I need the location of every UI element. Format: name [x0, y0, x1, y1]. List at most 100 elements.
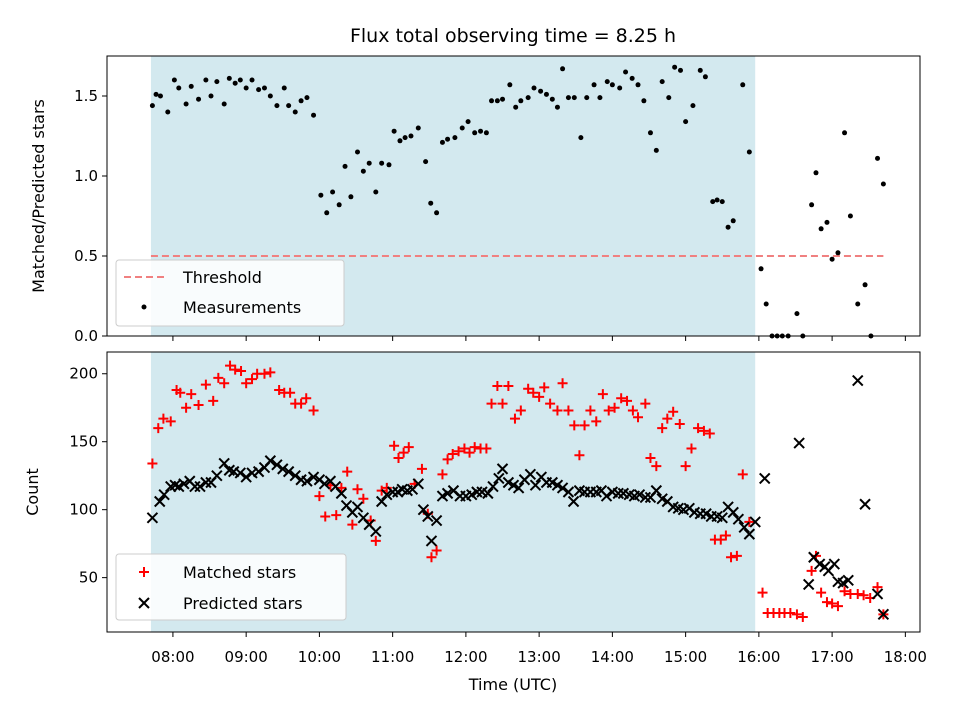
measurement-point: [818, 226, 824, 232]
x-tick-label: 16:00: [737, 648, 780, 666]
predicted-star-marker: [335, 487, 348, 500]
matched-star-marker: [389, 440, 400, 451]
bottom-panel: 08:00 09:00 10:00 11:00 12:00 13:00 14:00 15:00…: [23, 351, 927, 694]
matched-star-marker: [437, 469, 448, 480]
measurement-point: [348, 194, 354, 200]
matched-star-marker: [431, 545, 442, 556]
measurement-point: [513, 104, 519, 110]
predicted-star-marker: [852, 374, 864, 387]
measurement-point: [391, 128, 397, 134]
predicted-star-marker: [727, 506, 739, 519]
measurement-point: [415, 125, 421, 131]
matched-star-marker: [393, 453, 404, 464]
predicted-star-marker: [318, 478, 331, 490]
predicted-star-marker: [743, 528, 756, 540]
measurement-point: [597, 95, 603, 101]
legend-matched-label: Matched stars: [183, 563, 296, 582]
predicted-star-marker: [639, 491, 652, 504]
predicted-star-marker: [200, 476, 212, 489]
matched-star-marker: [447, 448, 458, 459]
predicted-star-marker: [828, 558, 841, 570]
matched-star-marker: [552, 405, 563, 416]
measurement-point: [571, 95, 577, 101]
measurement-point: [609, 82, 615, 88]
matched-star-marker: [534, 391, 545, 402]
measurement-point: [459, 125, 465, 131]
matched-star-marker: [651, 461, 662, 472]
measurement-point: [157, 93, 163, 99]
legend-measurements-swatch: [141, 304, 147, 310]
matched-star-marker: [523, 383, 534, 394]
matched-star-marker: [858, 590, 869, 601]
matched-star-marker: [731, 550, 742, 561]
predicted-star-marker: [562, 486, 575, 498]
bottom-ylabel: Count: [23, 468, 42, 516]
matched-star-marker: [497, 398, 508, 409]
matched-star-marker: [301, 393, 312, 404]
matched-star-marker: [574, 450, 585, 461]
x-axis-label: Time (UTC): [468, 675, 557, 694]
matched-star-marker: [503, 380, 514, 391]
legend-matched-swatch: [139, 567, 149, 577]
predicted-star-marker: [307, 471, 320, 483]
predicted-star-marker: [412, 478, 424, 490]
measurement-point: [386, 162, 392, 168]
predicted-star-marker: [169, 479, 181, 491]
matched-star-marker: [806, 565, 817, 576]
predicted-star-marker: [264, 455, 277, 467]
matched-star-marker: [416, 463, 427, 474]
matched-star-marker: [259, 368, 270, 379]
matched-star-marker: [640, 398, 651, 409]
matched-star-marker: [265, 367, 276, 378]
predicted-star-marker: [417, 503, 430, 516]
measurement-point: [232, 80, 238, 86]
measurement-point: [500, 96, 506, 102]
matched-star-marker: [153, 423, 164, 434]
matched-star-marker: [726, 552, 737, 563]
predicted-star-marker: [524, 468, 537, 481]
measurement-point: [758, 266, 764, 272]
matched-star-marker: [627, 405, 638, 416]
matched-star-marker: [680, 461, 691, 472]
matched-star-marker: [686, 443, 697, 454]
predicted-star-marker: [749, 516, 761, 528]
predicted-star-marker: [430, 514, 443, 527]
bottom-y-tick-label: 200: [69, 365, 98, 383]
predicted-star-marker: [842, 574, 854, 587]
measurement-point: [549, 96, 555, 102]
measurement-point: [281, 85, 287, 91]
measurement-point: [824, 219, 830, 225]
measurement-point: [538, 88, 544, 94]
matched-star-marker: [358, 493, 369, 504]
predicted-star-marker: [482, 487, 494, 500]
x-tick-label: 09:00: [225, 648, 268, 666]
matched-star-marker: [509, 413, 520, 424]
measurement-point: [507, 82, 513, 88]
top-y-tick-label: 0.5: [74, 247, 98, 265]
predicted-star-marker: [158, 489, 170, 501]
measurement-point: [428, 200, 434, 206]
measurement-point: [324, 210, 330, 216]
matched-star-marker: [352, 484, 363, 495]
measurement-point: [740, 82, 746, 88]
matched-star-marker: [158, 413, 169, 424]
matched-star-marker: [165, 416, 176, 427]
matched-star-marker: [872, 582, 883, 593]
measurement-point: [763, 301, 769, 307]
predicted-star-marker: [234, 467, 247, 479]
measurement-point: [304, 95, 310, 101]
predicted-star-marker: [487, 480, 499, 493]
predicted-star-marker: [612, 487, 624, 500]
x-tick-label: 17:00: [810, 648, 853, 666]
matched-star-marker: [579, 420, 590, 431]
matched-star-marker: [442, 454, 453, 465]
measurement-point: [641, 98, 647, 104]
legend-predicted-label: Predicted stars: [183, 594, 303, 613]
measurement-point: [659, 79, 665, 85]
matched-star-marker: [698, 425, 709, 436]
measurement-point: [196, 96, 202, 102]
matched-star-marker: [481, 443, 492, 454]
measurement-point: [666, 95, 672, 101]
bottom-y-tick-label: 100: [69, 501, 98, 519]
